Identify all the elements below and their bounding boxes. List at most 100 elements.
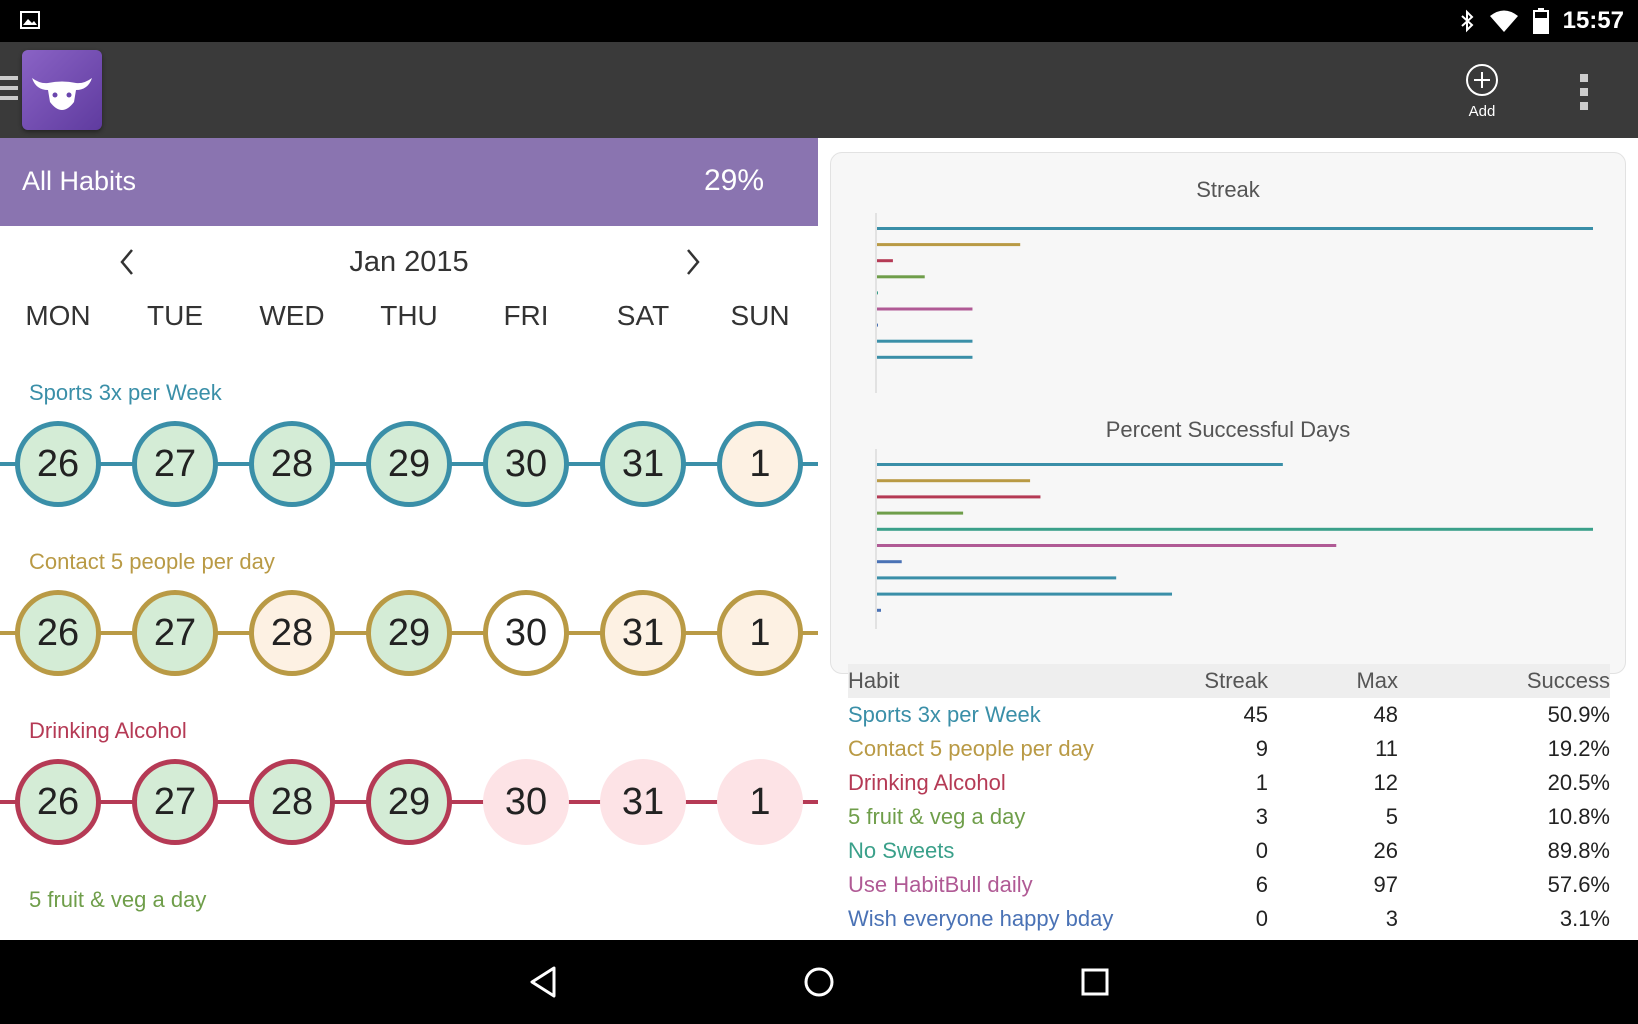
- chart-bar: [877, 576, 1117, 580]
- cell-streak: 1: [1255, 770, 1268, 795]
- cell-success: 57.6%: [1547, 872, 1610, 897]
- chart-bar: [877, 544, 1337, 547]
- cell-habit: 5 fruit & veg a day: [848, 804, 1026, 829]
- chart-bar: [877, 511, 964, 515]
- day-circle[interactable]: 29: [366, 590, 452, 676]
- table-row[interactable]: Wish everyone happy bday 0 3 3.1%: [848, 902, 1610, 936]
- day-circle[interactable]: 1: [717, 759, 803, 845]
- cell-streak: 45: [1243, 702, 1268, 727]
- cell-success: 50.9%: [1547, 702, 1610, 727]
- table-row[interactable]: Use HabitBull daily 6 97 57.6%: [848, 868, 1610, 902]
- day-circle[interactable]: 1: [717, 421, 803, 507]
- chart-bar: [877, 527, 1593, 531]
- day-circle[interactable]: 26: [15, 759, 101, 845]
- header-max: Max: [1268, 664, 1398, 698]
- day-circle[interactable]: 29: [366, 421, 452, 507]
- habit-stats-table: Habit Streak Max Success Sports 3x per W…: [848, 664, 1610, 936]
- home-icon[interactable]: [799, 962, 839, 1002]
- chart-bar: [877, 479, 1031, 483]
- day-circle[interactable]: 26: [15, 421, 101, 507]
- chevron-right-icon[interactable]: [678, 244, 706, 280]
- more-vert-icon[interactable]: [1576, 72, 1592, 112]
- day-circle[interactable]: 31: [600, 759, 686, 845]
- chart-bar: [877, 608, 881, 612]
- day-circle[interactable]: 30: [483, 590, 569, 676]
- weekday-label: SUN: [730, 300, 790, 331]
- day-circle[interactable]: 31: [600, 421, 686, 507]
- cell-success: 10.8%: [1547, 804, 1610, 829]
- cell-max: 12: [1373, 770, 1398, 795]
- cell-habit: No Sweets: [848, 838, 955, 863]
- app-bar: Add: [0, 42, 1638, 138]
- weekday-label: MON: [25, 300, 91, 331]
- percent-successful-days-chart: [875, 449, 1593, 629]
- day-circle[interactable]: 28: [249, 759, 335, 845]
- table-row[interactable]: No Sweets 0 26 89.8%: [848, 834, 1610, 868]
- day-circle[interactable]: 27: [132, 590, 218, 676]
- chart-bar: [877, 323, 878, 327]
- cell-streak: 0: [1255, 838, 1268, 863]
- habit-title[interactable]: Contact 5 people per day: [29, 549, 275, 574]
- chart-bar: [877, 243, 1021, 247]
- battery-icon: [1532, 8, 1549, 34]
- cell-habit: Contact 5 people per day: [848, 736, 1094, 761]
- bluetooth-icon: [1460, 9, 1474, 33]
- day-circle[interactable]: 28: [249, 590, 335, 676]
- cell-streak: 6: [1255, 872, 1268, 897]
- cell-habit: Use HabitBull daily: [848, 872, 1033, 897]
- charts-card: Streak Percent Successful Days: [830, 152, 1626, 674]
- clock: 15:57: [1562, 7, 1624, 34]
- recents-icon[interactable]: [1075, 962, 1115, 1002]
- back-icon[interactable]: [524, 962, 564, 1002]
- day-circle[interactable]: 27: [132, 421, 218, 507]
- status-bar: 15:57: [0, 0, 1638, 42]
- chart-bar: [877, 259, 893, 263]
- habit-title[interactable]: Drinking Alcohol: [29, 718, 187, 743]
- chart-bar: [877, 560, 902, 564]
- day-circle[interactable]: 31: [600, 590, 686, 676]
- cell-habit: Wish everyone happy bday: [848, 906, 1114, 931]
- month-navigator: Jan 2015: [0, 226, 818, 296]
- drawer-menu-icon[interactable]: [0, 74, 18, 102]
- cell-success: 89.8%: [1547, 838, 1610, 863]
- cell-success: 3.1%: [1559, 906, 1610, 931]
- statistics-panel: Streak Percent Successful Days Habit Str…: [818, 138, 1638, 940]
- day-circle[interactable]: 1: [717, 590, 803, 676]
- day-circle[interactable]: 27: [132, 759, 218, 845]
- app-logo[interactable]: [22, 50, 102, 130]
- table-row[interactable]: Sports 3x per Week 45 48 50.9%: [848, 698, 1610, 732]
- weekday-label: WED: [259, 300, 325, 331]
- habit-title[interactable]: Sports 3x per Week: [29, 380, 222, 405]
- weekday-label: TUE: [147, 300, 203, 331]
- day-circle[interactable]: 26: [15, 590, 101, 676]
- day-circle[interactable]: 30: [483, 421, 569, 507]
- chart-bar: [877, 227, 1593, 230]
- chart-bar: [877, 592, 1173, 596]
- all-habits-percent: 29%: [704, 164, 765, 197]
- cell-streak: 0: [1255, 906, 1268, 931]
- chart-bar: [877, 275, 925, 279]
- table-row[interactable]: Drinking Alcohol 1 12 20.5%: [848, 766, 1610, 800]
- streak-chart: [875, 213, 1593, 393]
- all-habits-header[interactable]: All Habits 29%: [0, 138, 818, 226]
- chart-bar: [877, 463, 1283, 466]
- habit-calendar-panel: All Habits 29% Jan 2015 MON TUE WED THU FRI S…: [0, 138, 818, 940]
- add-habit-button[interactable]: Add: [1460, 62, 1504, 122]
- table-row[interactable]: Contact 5 people per day 9 11 19.2%: [848, 732, 1610, 766]
- day-circle[interactable]: 28: [249, 421, 335, 507]
- cell-success: 19.2%: [1547, 736, 1610, 761]
- cell-habit: Sports 3x per Week: [848, 702, 1041, 727]
- cell-habit: Drinking Alcohol: [848, 770, 1006, 795]
- add-circle-icon: [1466, 64, 1498, 96]
- chevron-left-icon[interactable]: [114, 244, 142, 280]
- month-label: Jan 2015: [349, 246, 469, 278]
- cell-streak: 9: [1255, 736, 1268, 761]
- chart-bar: [877, 307, 973, 311]
- chart-bar: [877, 355, 973, 359]
- day-circle[interactable]: 30: [483, 759, 569, 845]
- table-row[interactable]: 5 fruit & veg a day 3 5 10.8%: [848, 800, 1610, 834]
- weekday-label: THU: [380, 300, 438, 331]
- cell-max: 3: [1385, 906, 1398, 931]
- day-circle[interactable]: 29: [366, 759, 452, 845]
- habit-title[interactable]: 5 fruit & veg a day: [29, 887, 207, 912]
